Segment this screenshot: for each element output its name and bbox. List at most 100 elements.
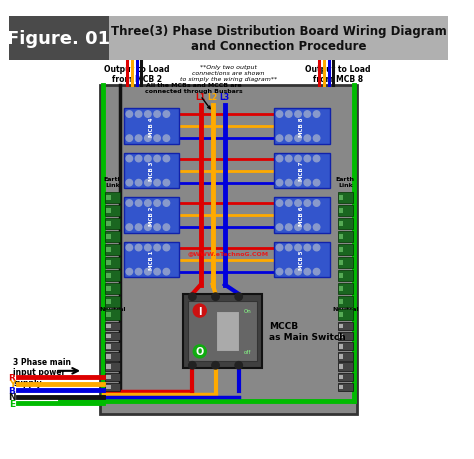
Circle shape xyxy=(163,245,170,251)
Bar xyxy=(105,206,120,217)
Circle shape xyxy=(276,180,283,186)
Bar xyxy=(339,334,344,339)
Circle shape xyxy=(154,180,160,186)
Bar xyxy=(338,192,353,204)
Text: MCB 1: MCB 1 xyxy=(149,250,154,270)
Circle shape xyxy=(276,112,283,118)
Text: MCB 3: MCB 3 xyxy=(149,162,154,181)
Bar xyxy=(338,363,353,371)
Circle shape xyxy=(295,224,301,231)
Text: Three(3) Phase Distribution Board Wiring Diagram
and Connection Procedure: Three(3) Phase Distribution Board Wiring… xyxy=(111,25,447,53)
Bar xyxy=(106,312,111,317)
Bar xyxy=(338,218,353,230)
Circle shape xyxy=(304,269,310,275)
Circle shape xyxy=(313,180,320,186)
Bar xyxy=(106,334,111,339)
Bar xyxy=(274,198,329,233)
Bar xyxy=(106,286,111,291)
Bar xyxy=(105,231,120,242)
Circle shape xyxy=(136,224,142,231)
Bar xyxy=(106,273,111,279)
Bar xyxy=(183,294,262,368)
Bar xyxy=(105,309,120,320)
Circle shape xyxy=(295,269,301,275)
Bar xyxy=(105,342,120,351)
Circle shape xyxy=(313,201,320,207)
Bar xyxy=(105,257,120,269)
Text: MCB 7: MCB 7 xyxy=(299,162,304,181)
Circle shape xyxy=(313,112,320,118)
Text: MCB 6: MCB 6 xyxy=(299,206,304,225)
Circle shape xyxy=(276,135,283,142)
Bar xyxy=(339,221,344,227)
Bar xyxy=(105,218,120,230)
Bar xyxy=(338,270,353,281)
Circle shape xyxy=(193,304,206,317)
Circle shape xyxy=(295,156,301,162)
Bar xyxy=(105,332,120,341)
Bar xyxy=(106,299,111,304)
Circle shape xyxy=(304,156,310,162)
Circle shape xyxy=(136,156,142,162)
Bar xyxy=(106,364,111,369)
Circle shape xyxy=(163,201,170,207)
Bar xyxy=(109,17,448,61)
Bar xyxy=(124,242,179,278)
Bar xyxy=(106,324,111,329)
Circle shape xyxy=(163,135,170,142)
Circle shape xyxy=(163,269,170,275)
Bar xyxy=(106,247,111,252)
Bar xyxy=(339,208,344,214)
Text: Figure. 01: Figure. 01 xyxy=(7,30,110,48)
Text: @WWW.eTechnoG.COM: @WWW.eTechnoG.COM xyxy=(188,250,269,255)
Text: Y: Y xyxy=(9,380,15,388)
Circle shape xyxy=(235,293,242,301)
Bar xyxy=(338,231,353,242)
Text: R: R xyxy=(9,373,15,382)
Bar xyxy=(105,283,120,294)
Bar xyxy=(124,198,179,233)
Bar xyxy=(338,283,353,294)
Bar xyxy=(339,247,344,252)
Bar xyxy=(106,195,111,201)
Circle shape xyxy=(145,245,151,251)
Bar xyxy=(338,332,353,341)
Circle shape xyxy=(154,112,160,118)
Circle shape xyxy=(154,245,160,251)
Text: E: E xyxy=(9,399,15,408)
Circle shape xyxy=(304,224,310,231)
Bar xyxy=(105,192,120,204)
Circle shape xyxy=(126,245,133,251)
Text: L1: L1 xyxy=(196,93,206,102)
Circle shape xyxy=(163,156,170,162)
Bar xyxy=(106,208,111,214)
Bar xyxy=(216,311,239,352)
Bar xyxy=(339,286,344,291)
Circle shape xyxy=(313,245,320,251)
Bar xyxy=(106,375,111,379)
Circle shape xyxy=(126,269,133,275)
Bar xyxy=(105,373,120,381)
Bar xyxy=(105,296,120,307)
Bar xyxy=(274,242,329,278)
Text: Output to Load
from MCB 2: Output to Load from MCB 2 xyxy=(104,65,170,84)
Circle shape xyxy=(126,135,133,142)
Bar xyxy=(100,86,357,414)
Circle shape xyxy=(212,362,219,369)
Bar xyxy=(9,17,109,61)
Bar xyxy=(105,270,120,281)
Bar xyxy=(338,373,353,381)
Circle shape xyxy=(304,180,310,186)
Bar xyxy=(105,322,120,330)
Circle shape xyxy=(295,180,301,186)
Text: 3 Phase main
input power
supply: 3 Phase main input power supply xyxy=(13,357,72,387)
Bar xyxy=(338,353,353,361)
Circle shape xyxy=(145,135,151,142)
Circle shape xyxy=(145,224,151,231)
Bar xyxy=(338,257,353,269)
Circle shape xyxy=(126,156,133,162)
Circle shape xyxy=(276,201,283,207)
Bar xyxy=(339,312,344,317)
Text: B: B xyxy=(9,386,15,395)
Circle shape xyxy=(295,112,301,118)
